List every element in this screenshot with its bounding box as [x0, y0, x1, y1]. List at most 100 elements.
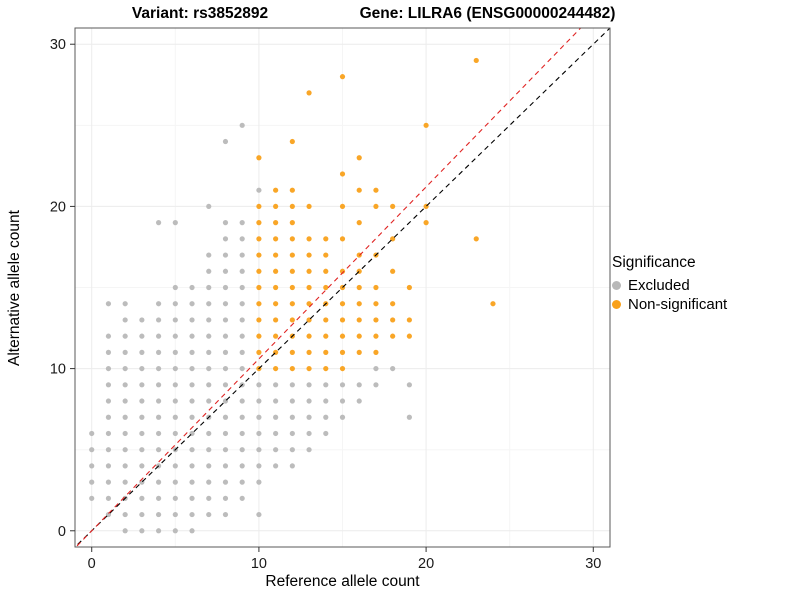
- data-point-excluded: [256, 447, 262, 453]
- data-point-excluded: [105, 479, 112, 485]
- y-tick-label: 10: [50, 362, 66, 378]
- data-point-excluded: [256, 463, 262, 469]
- data-point-excluded: [256, 382, 262, 388]
- data-point-non-significant: [356, 284, 362, 291]
- data-point-excluded: [155, 333, 162, 339]
- data-point-excluded: [172, 495, 178, 501]
- y-tick-label: 20: [50, 199, 66, 215]
- data-point-excluded: [239, 414, 245, 420]
- data-point-excluded: [122, 447, 128, 453]
- data-point-excluded: [139, 349, 145, 355]
- data-point-non-significant: [289, 268, 295, 274]
- data-point-excluded: [105, 333, 112, 339]
- data-point-non-significant: [323, 252, 329, 258]
- data-point-excluded: [356, 382, 362, 388]
- data-point-excluded: [222, 382, 229, 388]
- data-point-non-significant: [306, 365, 312, 372]
- data-point-excluded: [323, 382, 329, 388]
- data-point-excluded: [206, 398, 212, 404]
- data-point-non-significant: [273, 317, 279, 323]
- data-point-excluded: [206, 447, 212, 453]
- data-point-non-significant: [490, 301, 496, 307]
- data-point-excluded: [155, 301, 162, 307]
- data-point-non-significant: [306, 236, 312, 242]
- data-point-non-significant: [339, 74, 346, 80]
- data-point-non-significant: [273, 220, 279, 226]
- data-point-excluded: [105, 301, 112, 307]
- data-point-non-significant: [273, 236, 279, 242]
- data-point-non-significant: [339, 171, 346, 177]
- data-point-excluded: [239, 398, 245, 404]
- plot-title-gene: Gene: LILRA6 (ENSG00000244482): [359, 5, 616, 22]
- data-point-non-significant: [289, 301, 295, 307]
- data-point-excluded: [273, 414, 279, 420]
- fit-line: [75, 28, 582, 547]
- data-point-excluded: [172, 365, 178, 372]
- data-point-non-significant: [273, 333, 279, 339]
- data-point-non-significant: [306, 203, 312, 210]
- data-point-excluded: [139, 463, 145, 469]
- data-point-excluded: [172, 317, 178, 323]
- data-point-excluded: [155, 220, 162, 226]
- data-point-excluded: [239, 495, 245, 501]
- data-point-excluded: [189, 447, 195, 453]
- data-point-excluded: [206, 317, 212, 323]
- data-point-non-significant: [289, 252, 295, 258]
- data-point-excluded: [122, 479, 128, 485]
- data-point-excluded: [239, 333, 245, 339]
- data-point-excluded: [172, 511, 178, 518]
- data-point-excluded: [89, 495, 95, 501]
- data-point-non-significant: [256, 333, 262, 339]
- data-point-non-significant: [273, 284, 279, 291]
- data-point-non-significant: [406, 333, 412, 339]
- data-point-non-significant: [406, 284, 412, 291]
- data-point-non-significant: [289, 365, 295, 372]
- data-point-excluded: [306, 382, 312, 388]
- data-point-non-significant: [306, 90, 312, 96]
- data-point-non-significant: [256, 155, 262, 161]
- data-point-non-significant: [356, 155, 362, 161]
- data-point-excluded: [105, 495, 112, 501]
- data-point-excluded: [105, 463, 112, 469]
- panel-border: [74, 27, 611, 548]
- data-point-excluded: [339, 382, 346, 388]
- data-point-excluded: [155, 382, 162, 388]
- data-point-excluded: [323, 414, 329, 420]
- data-point-excluded: [122, 463, 128, 469]
- legend-item-excluded: Excluded: [612, 277, 727, 294]
- data-point-excluded: [239, 479, 245, 485]
- data-point-excluded: [339, 398, 346, 404]
- data-point-excluded: [239, 284, 245, 291]
- data-point-non-significant: [256, 203, 262, 210]
- legend-label-non-significant: Non-significant: [628, 296, 728, 313]
- data-point-non-significant: [339, 203, 346, 210]
- data-point-excluded: [222, 284, 229, 291]
- data-point-non-significant: [323, 365, 329, 372]
- data-point-excluded: [239, 463, 245, 469]
- data-point-excluded: [306, 414, 312, 420]
- data-point-excluded: [206, 495, 212, 501]
- data-point-non-significant: [373, 284, 379, 291]
- legend: Significance Excluded Non-significant: [612, 254, 727, 315]
- data-point-excluded: [206, 365, 212, 372]
- data-point-excluded: [256, 414, 262, 420]
- data-point-excluded: [139, 414, 145, 420]
- data-point-non-significant: [273, 252, 279, 258]
- data-point-excluded: [122, 333, 128, 339]
- data-point-excluded: [172, 414, 178, 420]
- data-point-excluded: [239, 122, 245, 128]
- data-point-excluded: [122, 511, 128, 518]
- data-point-non-significant: [256, 301, 262, 307]
- data-point-excluded: [273, 382, 279, 388]
- data-point-excluded: [189, 398, 195, 404]
- data-point-excluded: [139, 317, 145, 323]
- data-point-excluded: [373, 382, 379, 388]
- data-point-excluded: [222, 463, 229, 469]
- data-point-non-significant: [273, 203, 279, 210]
- data-point-excluded: [222, 138, 229, 145]
- data-point-excluded: [155, 398, 162, 404]
- data-point-non-significant: [373, 349, 379, 355]
- x-axis-label: Reference allele count: [265, 573, 420, 590]
- data-point-non-significant: [289, 284, 295, 291]
